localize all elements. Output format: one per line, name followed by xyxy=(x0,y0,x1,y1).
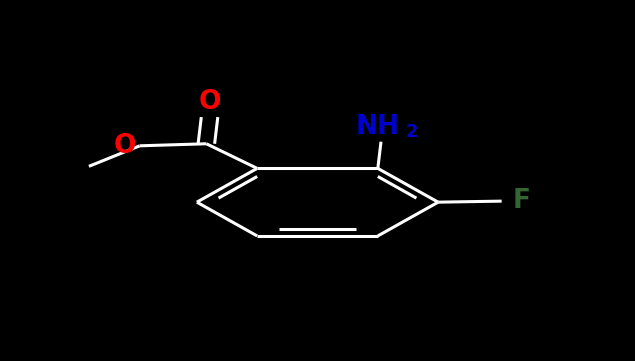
Text: F: F xyxy=(513,188,531,214)
Text: O: O xyxy=(114,133,137,159)
Text: 2: 2 xyxy=(405,123,418,141)
Text: O: O xyxy=(198,89,221,115)
Text: NH: NH xyxy=(356,114,400,140)
